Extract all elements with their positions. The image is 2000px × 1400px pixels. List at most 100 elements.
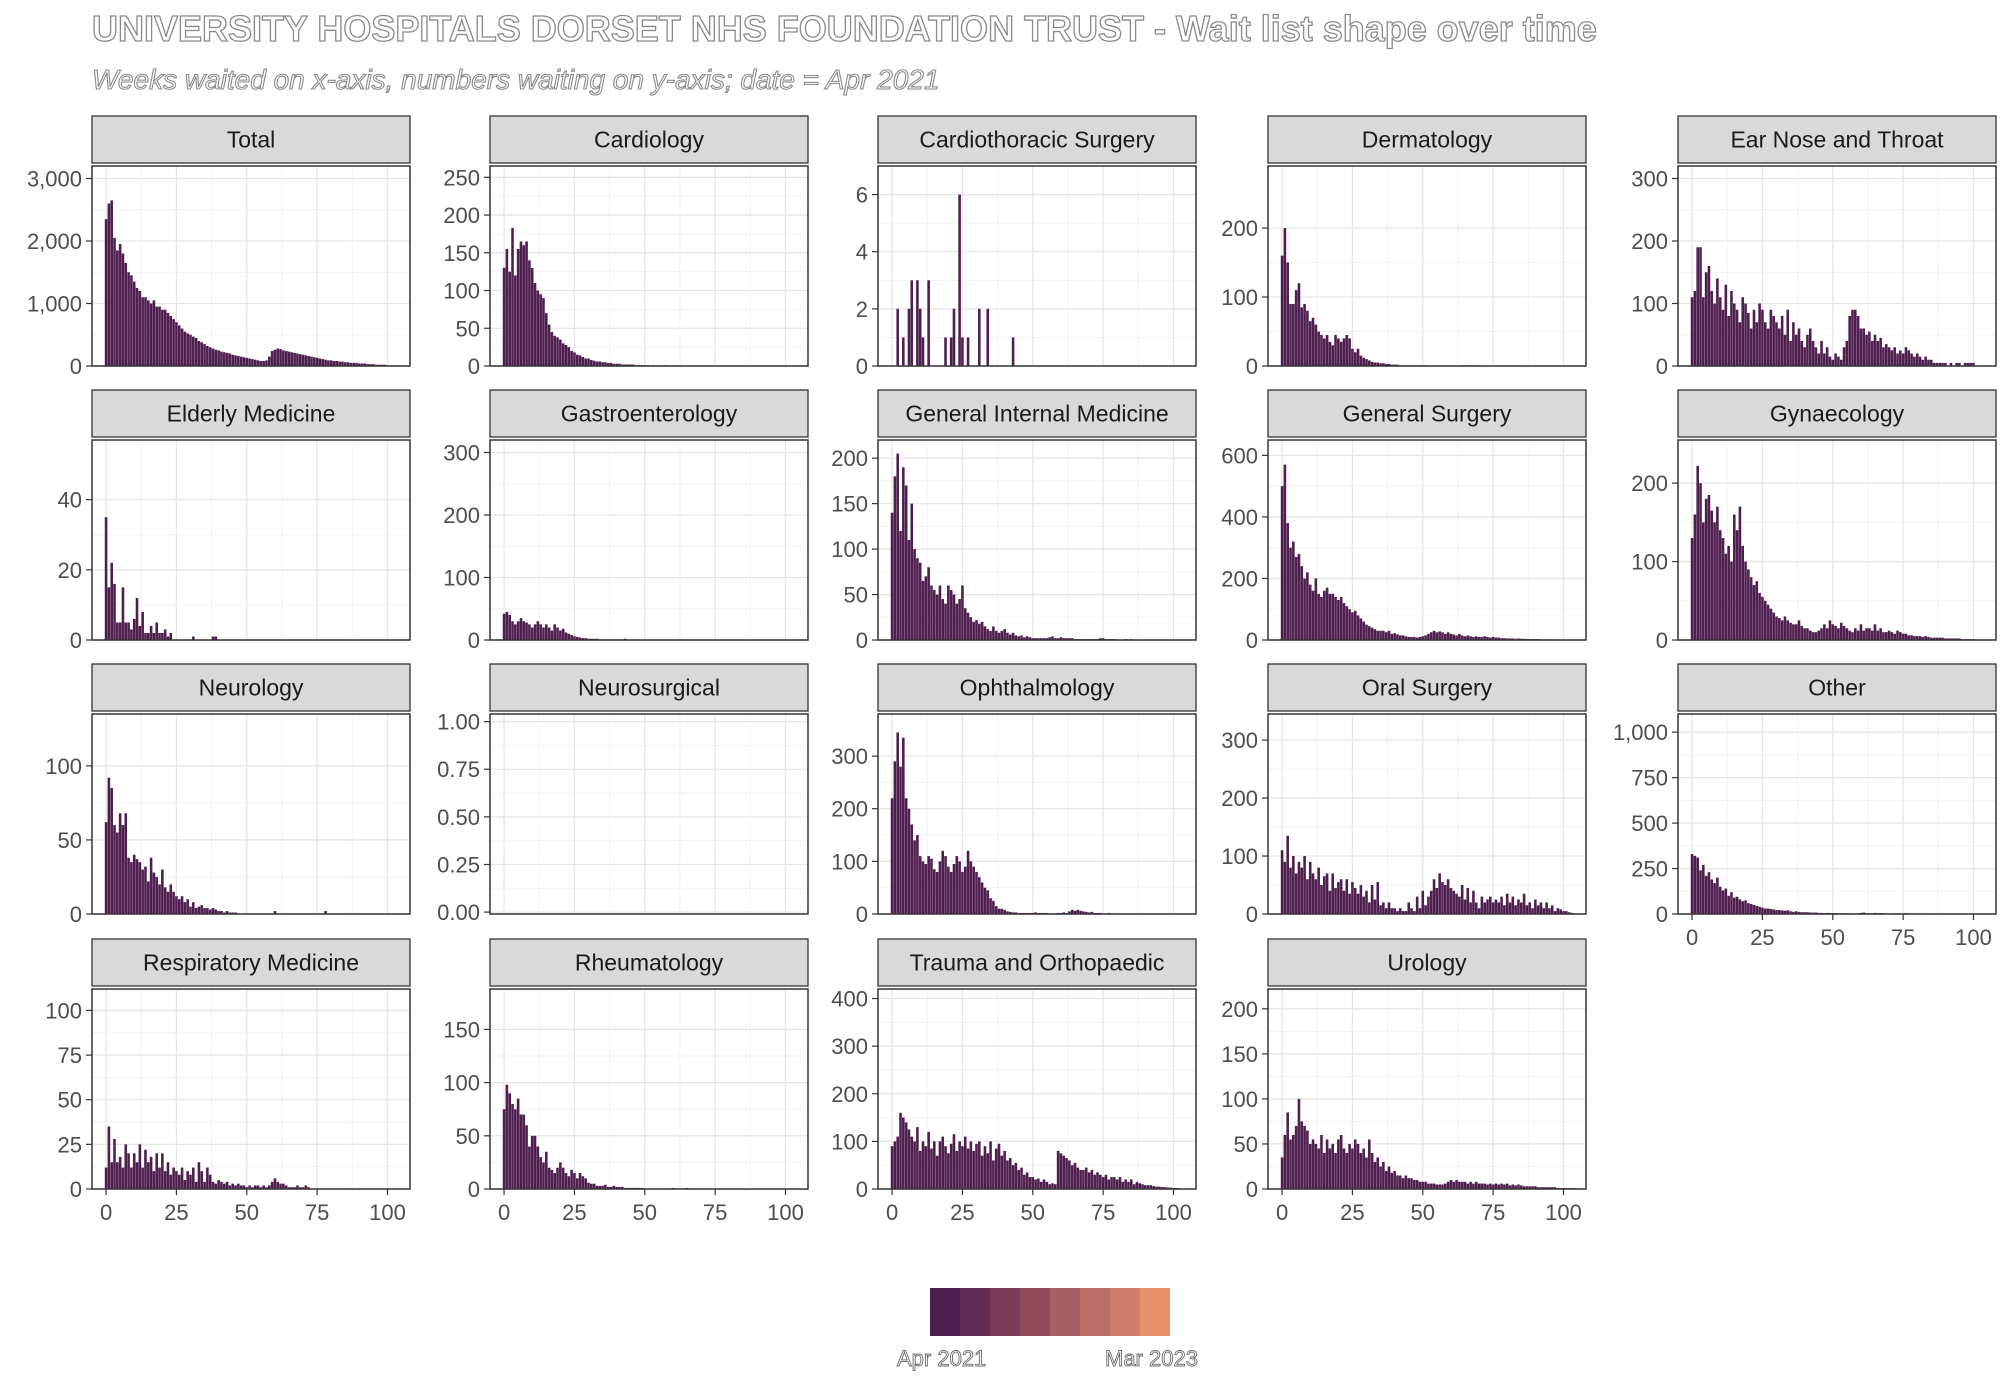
bar xyxy=(1732,303,1736,366)
bar xyxy=(989,898,992,914)
bar xyxy=(1735,530,1739,640)
bar xyxy=(1873,334,1877,366)
panel-background xyxy=(1268,166,1586,366)
bar xyxy=(1138,1183,1142,1189)
bar xyxy=(343,362,347,366)
bar xyxy=(1803,912,1806,914)
bar xyxy=(1306,1130,1309,1189)
bar xyxy=(1808,630,1812,640)
bar xyxy=(1292,1134,1295,1189)
bar xyxy=(514,275,517,366)
bar xyxy=(1884,632,1888,640)
y-tick-label: 50 xyxy=(456,1124,480,1149)
bar xyxy=(217,1180,220,1189)
bar xyxy=(1370,885,1374,914)
bar xyxy=(556,337,559,366)
legend-end-label: Mar 2023 xyxy=(1105,1346,1199,1372)
bar xyxy=(1845,341,1849,366)
bar xyxy=(1379,363,1382,366)
bar xyxy=(1441,1184,1444,1189)
bar xyxy=(567,347,571,366)
bar xyxy=(144,632,147,640)
bar xyxy=(1853,309,1857,366)
bar xyxy=(1348,893,1351,914)
bar xyxy=(918,562,922,640)
y-tick-label: 50 xyxy=(58,1088,82,1113)
bar xyxy=(1792,322,1795,366)
bar xyxy=(1772,612,1775,640)
bar xyxy=(1458,896,1461,914)
bar xyxy=(1458,633,1461,640)
bar xyxy=(1491,1184,1495,1189)
bar xyxy=(1870,341,1874,366)
bar xyxy=(104,822,108,914)
bar xyxy=(561,628,565,640)
bar xyxy=(1693,855,1697,914)
y-tick-label: 100 xyxy=(1221,285,1258,310)
bar xyxy=(910,824,914,914)
panel-border xyxy=(91,165,411,367)
bar xyxy=(918,856,922,914)
panel-strip xyxy=(1677,115,1997,164)
bar xyxy=(533,624,537,640)
bar xyxy=(1458,1181,1461,1189)
bar xyxy=(1427,1183,1430,1189)
bar xyxy=(169,632,173,640)
bar xyxy=(941,1136,945,1189)
bar xyxy=(1817,630,1821,640)
bar xyxy=(206,908,209,914)
bar xyxy=(1817,353,1821,366)
bar xyxy=(902,467,905,640)
bar xyxy=(1101,638,1105,640)
x-tick-label: 50 xyxy=(1411,1200,1435,1225)
panel-title: Cardiology xyxy=(594,127,704,153)
bar xyxy=(1766,328,1770,366)
bar xyxy=(1325,1139,1329,1189)
panel-border xyxy=(877,713,1197,915)
bar xyxy=(251,359,254,366)
panel-strip xyxy=(91,389,411,438)
bar xyxy=(1918,356,1922,366)
bar xyxy=(253,359,257,366)
legend-swatch xyxy=(1140,1288,1170,1336)
bar xyxy=(944,603,947,640)
bar xyxy=(1702,522,1705,640)
bar xyxy=(547,324,551,366)
bar xyxy=(1155,1186,1158,1189)
bar xyxy=(567,1176,571,1189)
bar xyxy=(152,632,156,640)
x-tick-label: 0 xyxy=(1276,1200,1288,1225)
bar xyxy=(1039,638,1043,640)
bar xyxy=(536,621,540,640)
bar xyxy=(197,341,201,366)
y-tick-label: 50 xyxy=(456,316,480,341)
bar xyxy=(1418,1181,1422,1189)
bar xyxy=(542,298,545,366)
y-tick-label: 0 xyxy=(70,628,82,653)
bar xyxy=(1337,882,1340,914)
y-tick-label: 200 xyxy=(1631,229,1668,254)
bar xyxy=(1311,590,1315,640)
bar xyxy=(217,350,220,366)
panel-border xyxy=(91,439,411,641)
bar xyxy=(1025,1172,1029,1189)
bar xyxy=(550,1169,554,1189)
bar xyxy=(1747,312,1750,366)
bar xyxy=(1823,624,1826,640)
bar xyxy=(1761,309,1764,366)
bar xyxy=(146,632,150,640)
bar xyxy=(1429,632,1433,640)
bar xyxy=(1331,873,1335,914)
y-tick-label: 250 xyxy=(1631,857,1668,882)
bar xyxy=(211,1181,215,1189)
y-tick-label: 100 xyxy=(443,1071,480,1096)
bar xyxy=(220,1181,223,1189)
y-tick-label: 300 xyxy=(831,1034,868,1059)
bar xyxy=(550,630,554,640)
bar xyxy=(189,906,192,914)
y-tick-label: 100 xyxy=(1221,1087,1258,1112)
bar xyxy=(121,587,125,640)
bar xyxy=(1065,1158,1068,1189)
y-tick-label: 200 xyxy=(831,446,868,471)
bar xyxy=(1545,1187,1548,1189)
